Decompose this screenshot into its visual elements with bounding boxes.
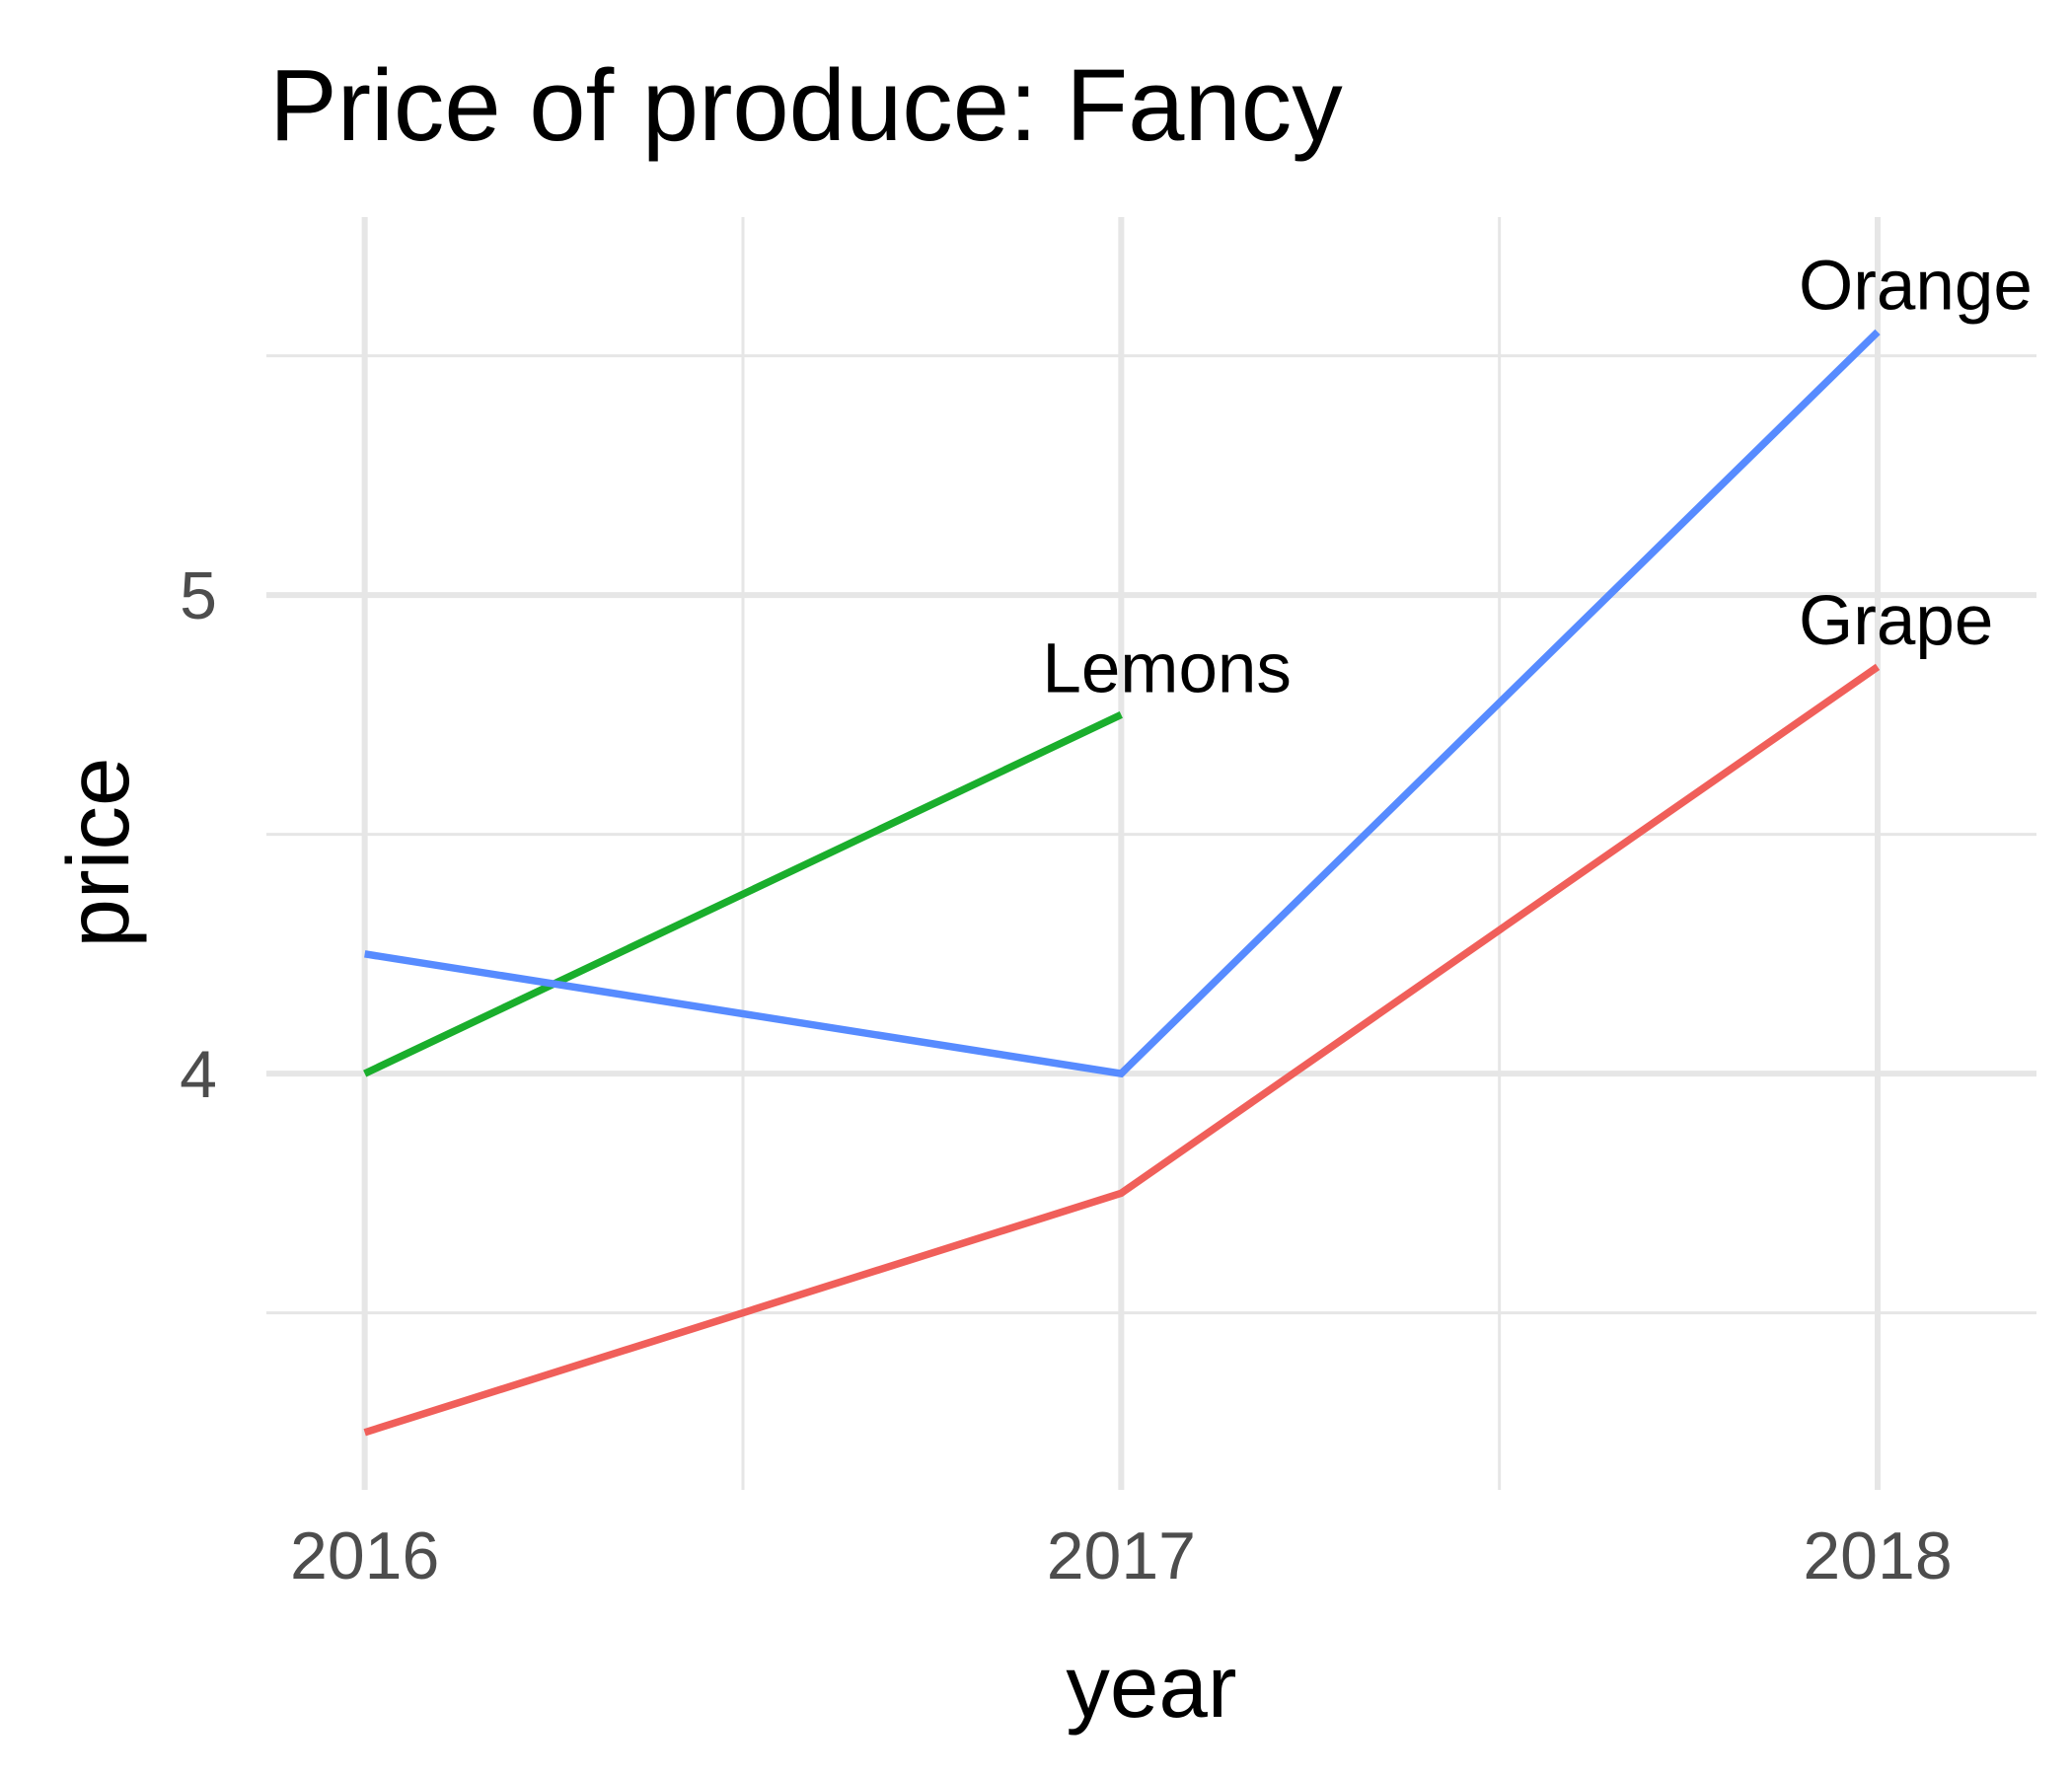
x-tick-label: 2018 [1803,1518,1952,1593]
series-label-grapes: Grape [1799,582,1993,660]
series-lines [363,329,1881,1437]
series-line-grapes [363,663,1881,1437]
chart-title: Price of produce: Fancy [269,48,1343,162]
x-tick-label: 2017 [1047,1518,1196,1593]
series-labels: Grape Lemons Orange [1042,247,2032,707]
y-tick-label: 5 [180,558,217,633]
series-label-oranges: Orange [1799,247,2033,325]
y-tick-label: 4 [180,1037,217,1112]
series-line-lemons [363,710,1123,1077]
tick-labels: 2016 2017 2018 4 5 [180,558,1952,1593]
x-axis-title: year [1066,1637,1236,1736]
series-label-lemons: Lemons [1042,629,1292,707]
y-axis-title: price [48,758,147,948]
series-line-oranges [364,329,1881,1078]
grid [266,217,2036,1490]
x-tick-label: 2016 [290,1518,439,1593]
